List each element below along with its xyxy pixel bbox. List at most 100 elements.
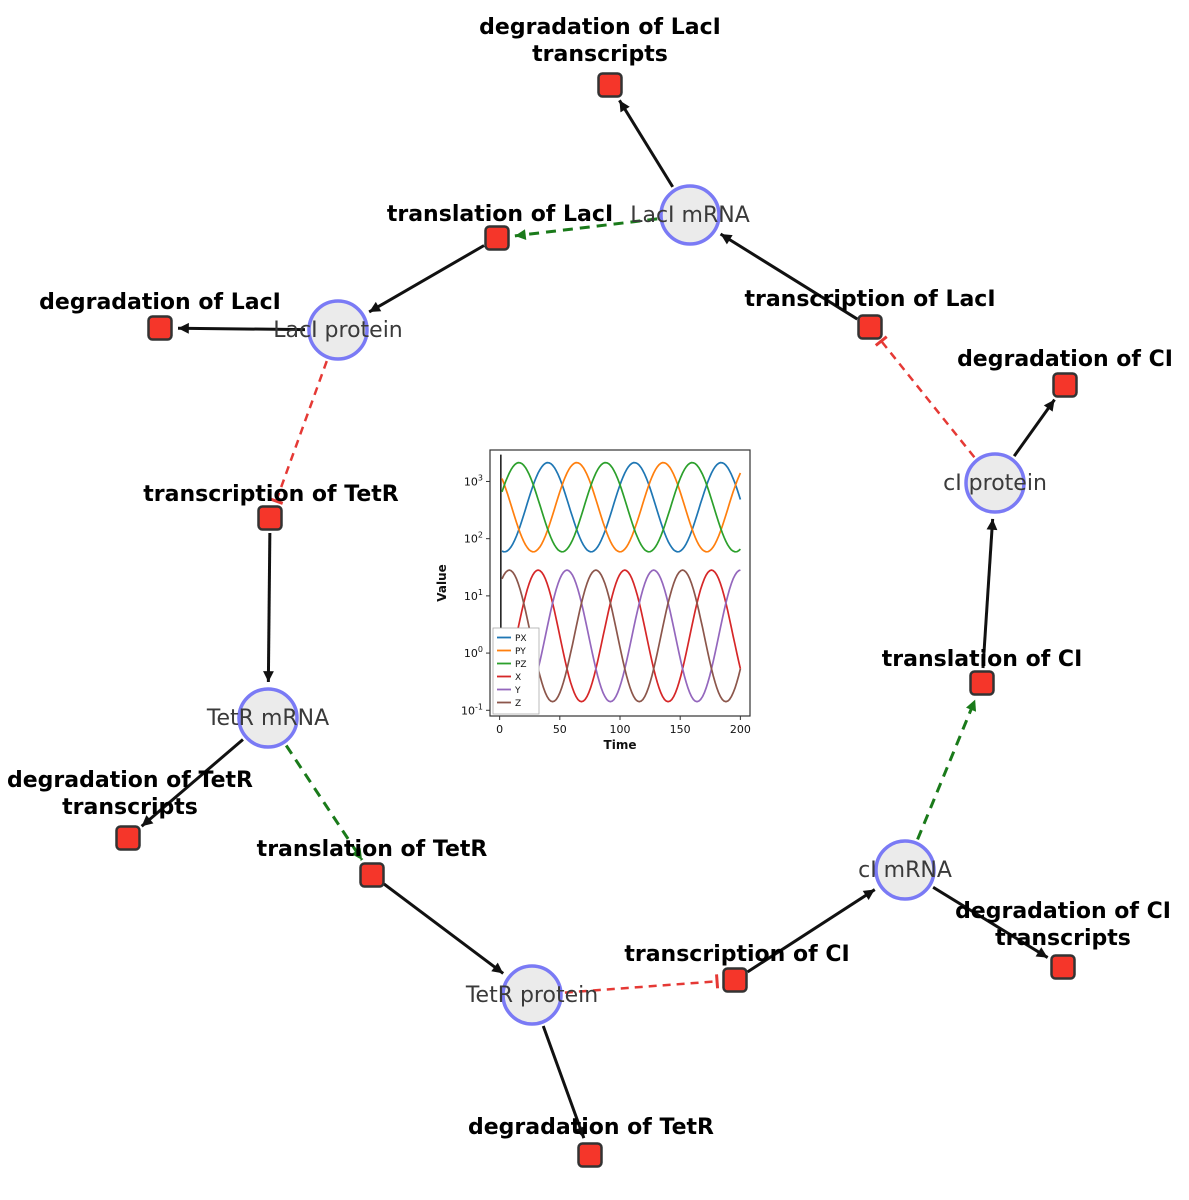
legend-label-PX: PX [515,634,527,644]
reaction-label-deg-tetr-transcripts: degradation of TetR transcripts [7,768,253,820]
edge-modifier-laci-mrna-to-translation-laci [514,217,658,240]
legend-label-Z: Z [515,699,521,709]
species-circle[interactable] [501,964,563,1026]
series-PY [501,461,742,553]
edge-production-translation-laci-to-laci-protein [368,244,485,314]
edge-production-transcription-ci-to-ci-mrna [746,888,876,974]
y-tick-label: 100 [464,645,483,660]
reaction-square[interactable] [484,225,510,251]
reaction-node-deg-laci-transcripts[interactable]: degradation of LacI transcripts [479,15,721,98]
reaction-node-transcription-ci[interactable]: transcription of CI [624,942,850,993]
x-tick-label: 200 [730,723,751,736]
species-node-laci-protein[interactable]: LacI protein [273,299,403,361]
species-circle[interactable] [964,452,1026,514]
reaction-label-translation-tetr: translation of TetR [257,837,488,862]
reaction-label-translation-ci: translation of CI [882,647,1083,672]
species-node-laci-mrna[interactable]: LacI mRNA [630,184,750,246]
series-Y [501,569,741,703]
x-tick-label: 50 [553,723,567,736]
reaction-label-degradation-ci: degradation of CI [957,347,1173,372]
legend-label-Y: Y [514,686,521,696]
reaction-node-translation-tetr[interactable]: translation of TetR [257,837,488,888]
reaction-label-degradation-tetr: degradation of TetR [468,1115,714,1140]
species-circle[interactable] [874,839,936,901]
reaction-node-degradation-tetr[interactable]: degradation of TetR [468,1115,714,1168]
species-label-ci-mrna: cI mRNA [858,858,952,883]
species-circle[interactable] [659,184,721,246]
legend-label-X: X [515,673,521,683]
reaction-node-deg-ci-transcripts[interactable]: degradation of CI transcripts [955,899,1171,980]
reaction-node-translation-laci[interactable]: translation of LacI [387,202,613,251]
reaction-label-transcription-laci: transcription of LacI [744,287,995,312]
edge-inhibition-ci-protein-to-transcription-laci [874,335,976,459]
edge-inhibition-tetr-protein-to-transcription-ci [564,974,720,994]
species-label-tetr-mrna: TetR mRNA [206,706,329,731]
species-node-tetr-protein[interactable]: TetR protein [465,964,598,1026]
reaction-label-degradation-laci: degradation of LacI [39,290,281,315]
series-Z [501,569,742,703]
y-tick-label: 101 [464,588,483,603]
edge-consumption-tetr-mrna-to-deg-tetr-transcripts [140,738,244,828]
series-PX [501,461,742,553]
x-tick-label: 100 [610,723,631,736]
edge-production-transcription-laci-to-laci-mrna [719,232,859,321]
legend-label-PZ: PZ [515,660,527,670]
reaction-square[interactable] [722,967,748,993]
species-label-laci-mrna: LacI mRNA [630,203,750,228]
series-PZ [501,461,741,553]
reaction-node-degradation-laci[interactable]: degradation of LacI [39,290,281,341]
series-X [501,569,742,703]
reaction-square[interactable] [1052,372,1078,398]
reaction-square[interactable] [115,825,141,851]
x-tick-label: 150 [670,723,691,736]
reaction-square[interactable] [597,72,623,98]
reaction-node-translation-ci[interactable]: translation of CI [882,647,1083,696]
reaction-node-transcription-laci[interactable]: transcription of LacI [744,287,996,340]
reaction-node-deg-tetr-transcripts[interactable]: degradation of TetR transcripts [7,768,253,851]
x-tick-label: 0 [496,723,503,736]
y-tick-label: 103 [464,473,483,488]
y-tick-label: 10-1 [461,702,483,717]
edge-production-transcription-tetr-to-tetr-mrna [263,532,274,683]
edge-inhibition-laci-protein-to-transcription-tetr [269,360,328,505]
chart-legend [492,627,540,715]
species-node-ci-mrna[interactable]: cI mRNA [858,839,952,901]
reaction-square[interactable] [359,862,385,888]
edge-modifier-ci-mrna-to-translation-ci [916,699,977,841]
x-axis-label: Time [604,738,637,752]
inset-timeseries-chart: 10-1 100 101 102 103 0 50 100 150 200 Value Time PX P… [435,449,751,752]
species-label-tetr-protein: TetR protein [465,983,598,1008]
edge-production-translation-tetr-to-tetr-protein [383,882,505,975]
edge-production-translation-ci-to-ci-protein [981,518,998,669]
edge-consumption-laci-protein-to-degradation-laci [177,322,306,334]
species-label-laci-protein: LacI protein [273,318,403,343]
edge-consumption-ci-protein-to-degradation-ci [1012,398,1056,458]
species-node-ci-protein[interactable]: cI protein [943,452,1047,514]
species-circle[interactable] [237,687,299,749]
reaction-square[interactable] [857,314,883,340]
edge-consumption-ci-mrna-to-deg-ci-transcripts [932,885,1049,959]
legend-label-PY: PY [515,647,526,657]
edge-consumption-tetr-protein-to-degradation-tetr [541,1025,586,1139]
edge-modifier-tetr-mrna-to-translation-tetr [284,744,364,861]
reaction-square[interactable] [969,670,995,696]
reaction-label-deg-ci-transcripts: degradation of CI transcripts [955,899,1171,951]
reaction-label-deg-laci-transcripts: degradation of LacI transcripts [479,15,721,67]
y-tick-label: 102 [464,531,483,546]
reaction-square[interactable] [1050,954,1076,980]
reaction-square[interactable] [147,315,173,341]
reaction-label-translation-laci: translation of LacI [387,202,613,227]
reaction-node-degradation-ci[interactable]: degradation of CI [957,347,1173,398]
species-circle[interactable] [307,299,369,361]
reaction-node-transcription-tetr[interactable]: transcription of TetR [143,482,399,531]
reaction-label-transcription-tetr: transcription of TetR [143,482,399,507]
edge-consumption-laci-mrna-to-deg-laci-transcripts [618,99,674,188]
species-label-ci-protein: cI protein [943,471,1047,496]
reaction-square[interactable] [577,1142,603,1168]
y-axis-label: Value [435,564,449,602]
reaction-label-transcription-ci: transcription of CI [624,942,849,967]
species-node-tetr-mrna[interactable]: TetR mRNA [206,687,329,749]
reaction-square[interactable] [257,505,283,531]
